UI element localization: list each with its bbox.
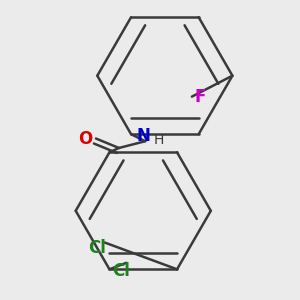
Text: N: N (137, 127, 151, 145)
Text: F: F (194, 88, 206, 106)
Text: Cl: Cl (88, 239, 106, 257)
Text: H: H (154, 133, 164, 147)
Text: Cl: Cl (112, 262, 130, 280)
Text: O: O (78, 130, 92, 148)
